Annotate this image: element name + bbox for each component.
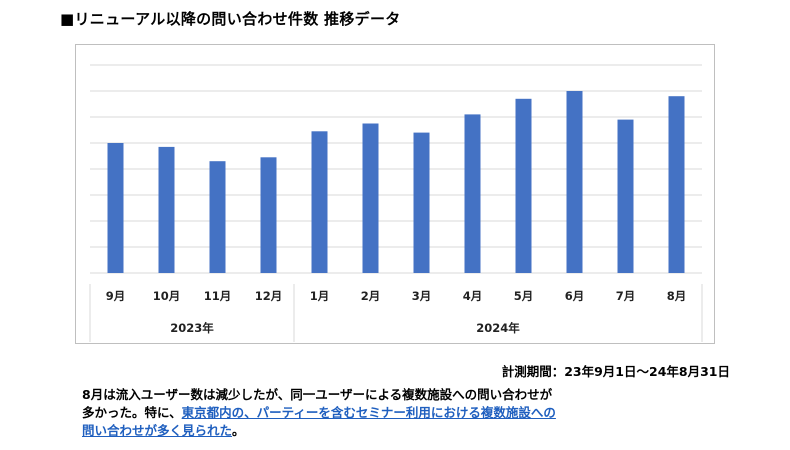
year-group-label: 2024年 (476, 321, 520, 335)
bar (617, 119, 634, 273)
bar (158, 146, 175, 273)
note-highlight-1: 東京都内の、パーティーを含むセミナー利用における複数施設への (181, 405, 556, 420)
x-tick-label: 7月 (616, 289, 636, 303)
bar (107, 143, 124, 273)
chart-frame: 9月 10月 11月 12月 1月 2月 3月 4月 5月 6月 7月 8月 2023年 2024年 (75, 44, 715, 344)
x-tick-label: 5月 (514, 289, 534, 303)
note-highlight-2: 問い合わせが多く見られた (82, 423, 233, 438)
bar-chart: 9月 10月 11月 12月 1月 2月 3月 4月 5月 6月 7月 8月 2023年 2024年 (89, 64, 703, 342)
chart-title: ■リニューアル以降の問い合わせ件数 推移データ (60, 10, 401, 28)
note-suffix: 。 (232, 423, 245, 438)
note-line-2-prefix: 多かった。特に、 (82, 405, 182, 420)
note-line-1: 8月は流入ユーザー数は減少したが、同一ユーザーによる複数施設への問い合わせが (82, 387, 553, 402)
x-tick-label: 11月 (204, 289, 232, 303)
x-tick-label: 9月 (106, 289, 126, 303)
x-tick-label: 8月 (667, 289, 687, 303)
x-tick-label: 4月 (463, 289, 483, 303)
x-tick-label: 12月 (255, 289, 283, 303)
bar (668, 96, 685, 273)
bar (209, 161, 226, 273)
bar (566, 91, 583, 273)
analysis-note: 8月は流入ユーザー数は減少したが、同一ユーザーによる複数施設への問い合わせが 多… (82, 386, 722, 440)
bar (413, 132, 430, 273)
x-tick-label: 3月 (412, 289, 432, 303)
x-tick-label: 6月 (565, 289, 585, 303)
measurement-period: 計測期間：23年9月1日〜24年8月31日 (501, 364, 730, 379)
bar (464, 114, 481, 274)
bar (260, 157, 277, 273)
x-tick-label: 1月 (310, 289, 330, 303)
bar (515, 98, 532, 273)
year-group-label: 2023年 (170, 321, 214, 335)
x-tick-label: 2月 (361, 289, 381, 303)
x-tick-label: 10月 (153, 289, 181, 303)
bar (362, 123, 379, 273)
bar (311, 131, 328, 273)
